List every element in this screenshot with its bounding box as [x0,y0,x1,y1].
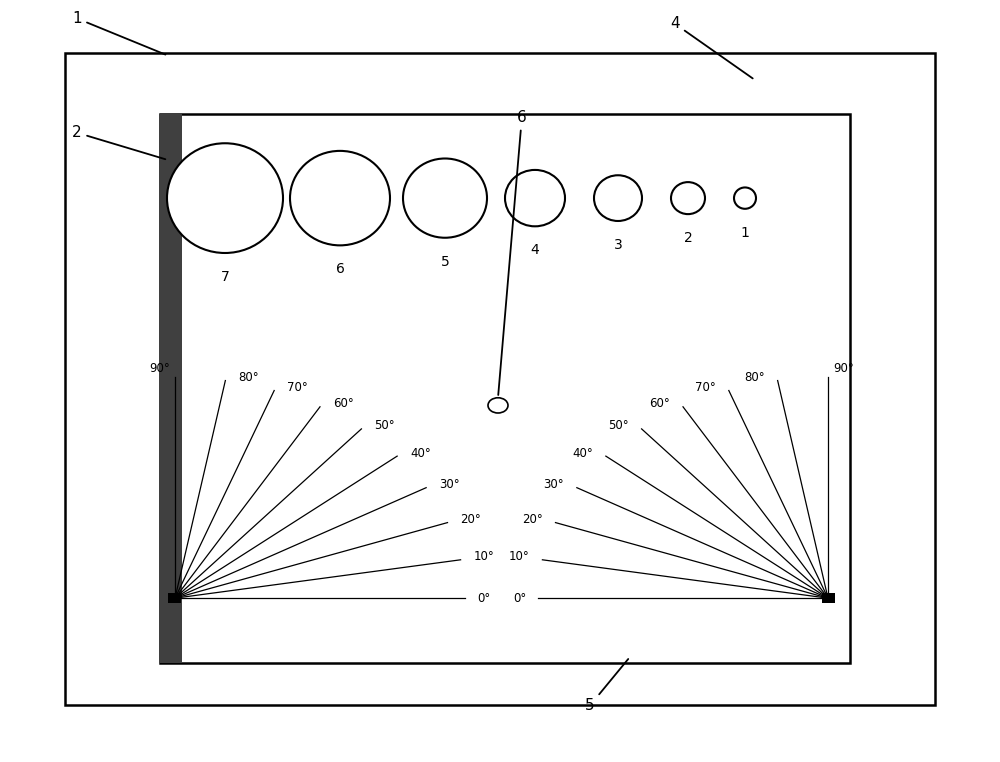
Text: 1: 1 [72,11,165,55]
Text: 50°: 50° [374,419,395,432]
Ellipse shape [594,175,642,221]
Text: 2: 2 [684,231,692,245]
Text: 60°: 60° [649,397,670,410]
Text: 80°: 80° [744,371,765,384]
Bar [168,593,181,604]
Text: 3: 3 [614,238,622,251]
Ellipse shape [167,143,283,253]
Text: 90°: 90° [149,361,170,375]
Bar [160,114,850,663]
Ellipse shape [505,170,565,226]
Text: 60°: 60° [333,397,354,410]
Circle shape [488,398,508,413]
Text: 50°: 50° [608,419,629,432]
Text: 7: 7 [221,270,229,283]
Text: 1: 1 [741,226,749,239]
Ellipse shape [734,187,756,209]
Text: 5: 5 [441,255,449,268]
Bar [822,593,834,604]
Text: 0°: 0° [513,591,526,605]
Text: 4: 4 [531,243,539,257]
Text: 40°: 40° [572,447,593,459]
Ellipse shape [671,182,705,214]
Text: 0°: 0° [477,591,490,605]
Text: 40°: 40° [410,447,431,459]
Text: 6: 6 [336,262,344,276]
Text: 10°: 10° [474,550,494,563]
Text: 2: 2 [72,125,165,159]
Ellipse shape [290,151,390,245]
Text: 10°: 10° [509,550,529,563]
Text: 5: 5 [585,659,628,713]
Bar [65,53,935,705]
Text: 90°: 90° [833,361,854,375]
Text: 20°: 20° [461,513,481,526]
Text: 6: 6 [498,110,527,395]
Text: 70°: 70° [287,381,308,394]
Text: 4: 4 [670,16,753,78]
Text: 30°: 30° [543,478,564,491]
Text: 20°: 20° [522,513,542,526]
Ellipse shape [403,158,487,238]
Text: 70°: 70° [695,381,716,394]
Text: 30°: 30° [439,478,460,491]
Text: 80°: 80° [238,371,259,384]
Bar [160,114,182,663]
